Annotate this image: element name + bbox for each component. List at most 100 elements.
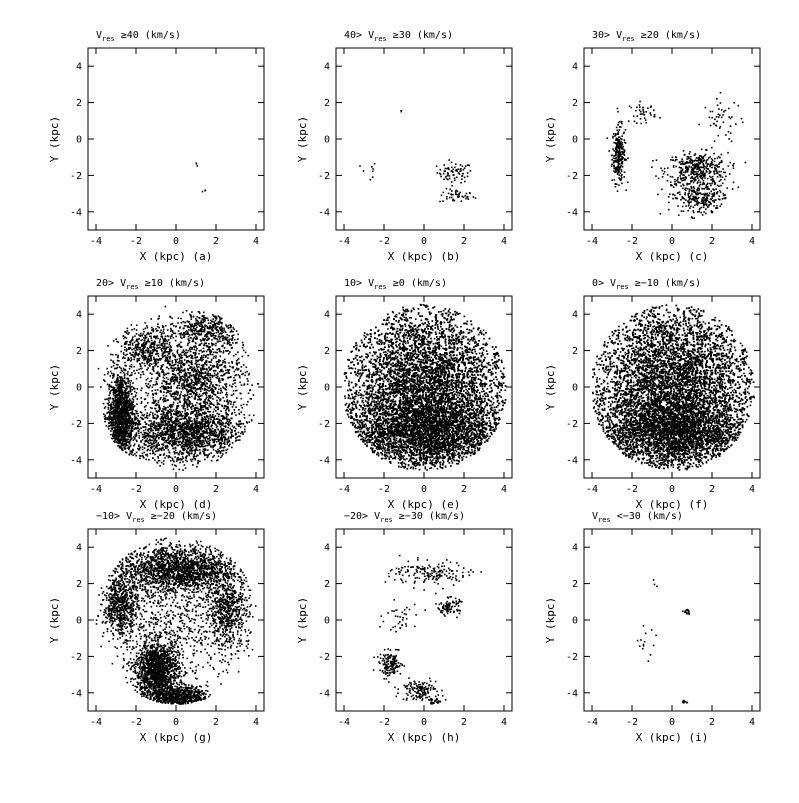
data-point — [136, 440, 138, 442]
data-point — [156, 426, 158, 428]
data-point — [704, 194, 706, 196]
data-point — [199, 421, 201, 423]
data-point — [688, 205, 690, 207]
data-point — [699, 155, 701, 157]
data-point — [623, 132, 625, 134]
data-point — [457, 194, 459, 196]
data-point — [714, 158, 716, 160]
data-point — [212, 447, 214, 449]
data-point — [216, 441, 218, 443]
data-point — [116, 431, 118, 433]
data-point — [107, 419, 109, 421]
data-point — [189, 453, 191, 455]
data-point — [193, 427, 195, 429]
data-point — [132, 389, 134, 391]
data-point — [124, 362, 126, 364]
data-point — [128, 395, 130, 397]
data-point — [455, 192, 457, 194]
data-point — [213, 404, 215, 406]
data-point — [145, 409, 147, 411]
data-point — [695, 171, 697, 173]
data-point — [125, 389, 127, 391]
data-point — [202, 446, 204, 448]
data-point — [214, 439, 216, 441]
data-point — [454, 179, 456, 181]
data-point — [123, 426, 125, 428]
data-point — [622, 146, 624, 148]
data-point — [194, 444, 196, 446]
data-point — [179, 429, 181, 431]
data-point — [619, 152, 621, 154]
data-point — [192, 445, 194, 447]
data-point — [202, 444, 204, 446]
data-point — [124, 439, 126, 441]
data-point — [113, 431, 115, 433]
data-point — [711, 212, 713, 214]
data-point — [625, 189, 627, 191]
data-point — [703, 188, 705, 190]
data-point — [640, 113, 642, 115]
data-point — [721, 117, 723, 119]
data-point — [181, 405, 183, 407]
data-point — [463, 169, 465, 171]
data-point — [210, 419, 212, 421]
data-point — [119, 366, 121, 368]
data-point — [719, 190, 721, 192]
data-point — [197, 445, 199, 447]
data-point — [727, 152, 729, 154]
data-point — [687, 162, 689, 164]
data-point — [185, 424, 187, 426]
data-point — [216, 396, 218, 398]
data-point — [177, 352, 179, 354]
data-point — [238, 424, 240, 426]
data-point — [120, 390, 122, 392]
data-point — [199, 441, 201, 443]
data-point — [166, 392, 168, 394]
data-point — [181, 446, 183, 448]
data-point — [123, 429, 125, 431]
data-point — [246, 404, 248, 406]
data-point — [139, 429, 141, 431]
data-point — [163, 395, 165, 397]
data-point — [184, 382, 186, 384]
data-point — [710, 111, 712, 113]
data-point — [207, 416, 209, 418]
data-point — [704, 193, 706, 195]
data-point — [674, 183, 676, 185]
data-point — [202, 409, 204, 411]
data-point — [718, 116, 720, 118]
data-point — [207, 443, 209, 445]
data-point — [164, 433, 166, 435]
data-point — [171, 438, 173, 440]
panel-a-points — [196, 162, 207, 192]
data-point — [679, 162, 681, 164]
data-point — [148, 424, 150, 426]
data-point — [238, 421, 240, 423]
data-point — [244, 426, 246, 428]
plot-frame — [336, 48, 512, 230]
data-point — [718, 198, 720, 200]
data-point — [653, 110, 655, 112]
x-tick-label: -2 — [378, 236, 390, 247]
data-point — [163, 413, 165, 415]
data-point — [216, 426, 218, 428]
data-point — [711, 161, 713, 163]
data-point — [235, 437, 237, 439]
data-point — [127, 428, 129, 430]
data-point — [682, 196, 684, 198]
data-point — [733, 163, 735, 165]
data-point — [147, 438, 149, 440]
plot-frame — [584, 48, 760, 230]
data-point — [461, 175, 463, 177]
data-point — [149, 443, 151, 445]
data-point — [118, 418, 120, 420]
data-point — [196, 420, 198, 422]
data-point — [187, 352, 189, 354]
data-point — [127, 430, 129, 432]
data-point — [647, 107, 649, 109]
data-point — [715, 188, 717, 190]
data-point — [617, 159, 619, 161]
data-point — [703, 180, 705, 182]
data-point — [688, 158, 690, 160]
